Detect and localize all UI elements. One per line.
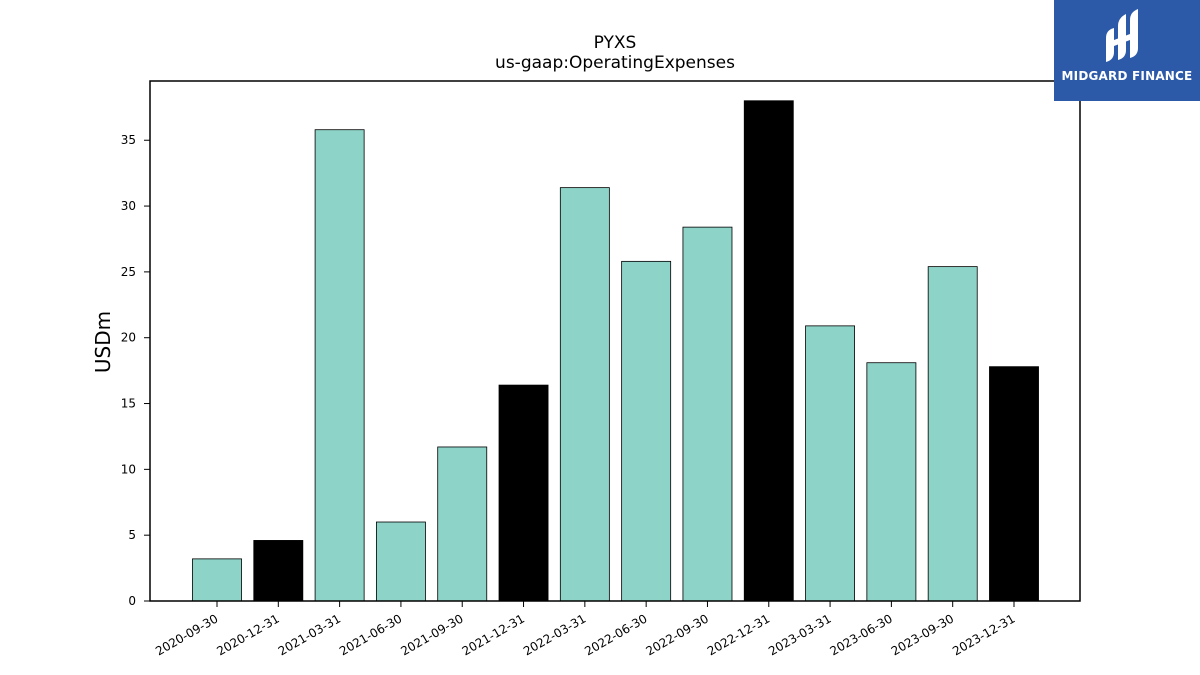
x-tick-label: 2021-06-30 (337, 611, 404, 658)
bar-2022-09-30 (682, 226, 733, 602)
y-tick-label: 15 (121, 397, 136, 411)
y-ticks-group: 0 5 10 15 20 25 30 35 (121, 133, 150, 608)
x-tick-label: 2023-06-30 (827, 611, 894, 658)
bar-2021-06-30 (375, 521, 426, 602)
x-tick-label: 2023-03-31 (766, 611, 833, 658)
y-tick-label: 30 (121, 199, 136, 213)
x-tick-label: 2023-09-30 (889, 611, 956, 658)
bar-2022-06-30 (621, 260, 672, 602)
bar-2022-12-31 (743, 100, 794, 602)
x-ticks-group: 2020-09-302020-12-312021-03-312021-06-30… (153, 601, 1018, 658)
bar-2023-12-31 (989, 366, 1039, 602)
y-tick-label: 0 (128, 594, 136, 608)
midgard-logo-mark-icon (1106, 9, 1138, 62)
bar-2021-09-30 (437, 446, 488, 602)
x-tick-label: 2021-12-31 (460, 611, 527, 658)
x-tick-label: 2021-09-30 (398, 611, 465, 658)
bar-2023-03-31 (805, 325, 855, 602)
bar-2020-12-31 (253, 540, 304, 602)
bar-2023-06-30 (866, 362, 917, 602)
bar-2020-09-30 (192, 558, 242, 602)
bar-2021-12-31 (498, 384, 549, 602)
x-tick-label: 2022-12-31 (705, 611, 772, 658)
x-tick-label: 2021-03-31 (276, 611, 343, 658)
bar-2022-03-31 (559, 187, 610, 602)
x-tick-label: 2020-12-31 (214, 611, 281, 658)
chart-subtitle: us-gaap:OperatingExpenses (495, 53, 735, 73)
midgard-finance-logo: MIDGARD FINANCE (1054, 0, 1200, 101)
y-tick-label: 35 (121, 133, 136, 147)
bar-2021-03-31 (314, 129, 365, 602)
y-tick-label: 25 (121, 265, 136, 279)
x-tick-label: 2022-09-30 (644, 611, 711, 658)
x-tick-label: 2022-06-30 (582, 611, 649, 658)
bar-2023-09-30 (927, 266, 978, 602)
y-tick-label: 5 (128, 528, 136, 542)
y-tick-label: 20 (121, 331, 136, 345)
brand-name: MIDGARD FINANCE (1061, 69, 1193, 83)
x-tick-label: 2020-09-30 (153, 611, 220, 658)
y-axis-label: USDm (91, 311, 115, 373)
plot-frame (149, 80, 1081, 602)
y-tick-label: 10 (121, 462, 136, 476)
x-tick-label: 2023-12-31 (950, 611, 1017, 658)
x-tick-label: 2022-03-31 (521, 611, 588, 658)
chart-title: PYXS (594, 33, 637, 53)
bars-group (192, 100, 1039, 602)
